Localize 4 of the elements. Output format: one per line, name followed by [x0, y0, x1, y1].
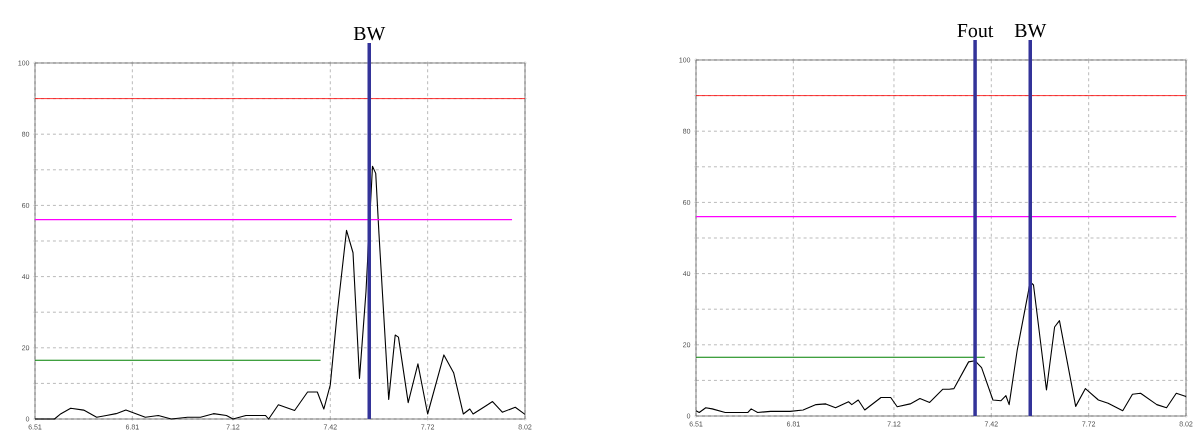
line-series — [695, 281, 1187, 413]
ref-line-label: Fout — [957, 24, 994, 38]
ref-line-label: BW — [1014, 23, 1047, 38]
ref-line-label: BW — [353, 26, 386, 41]
